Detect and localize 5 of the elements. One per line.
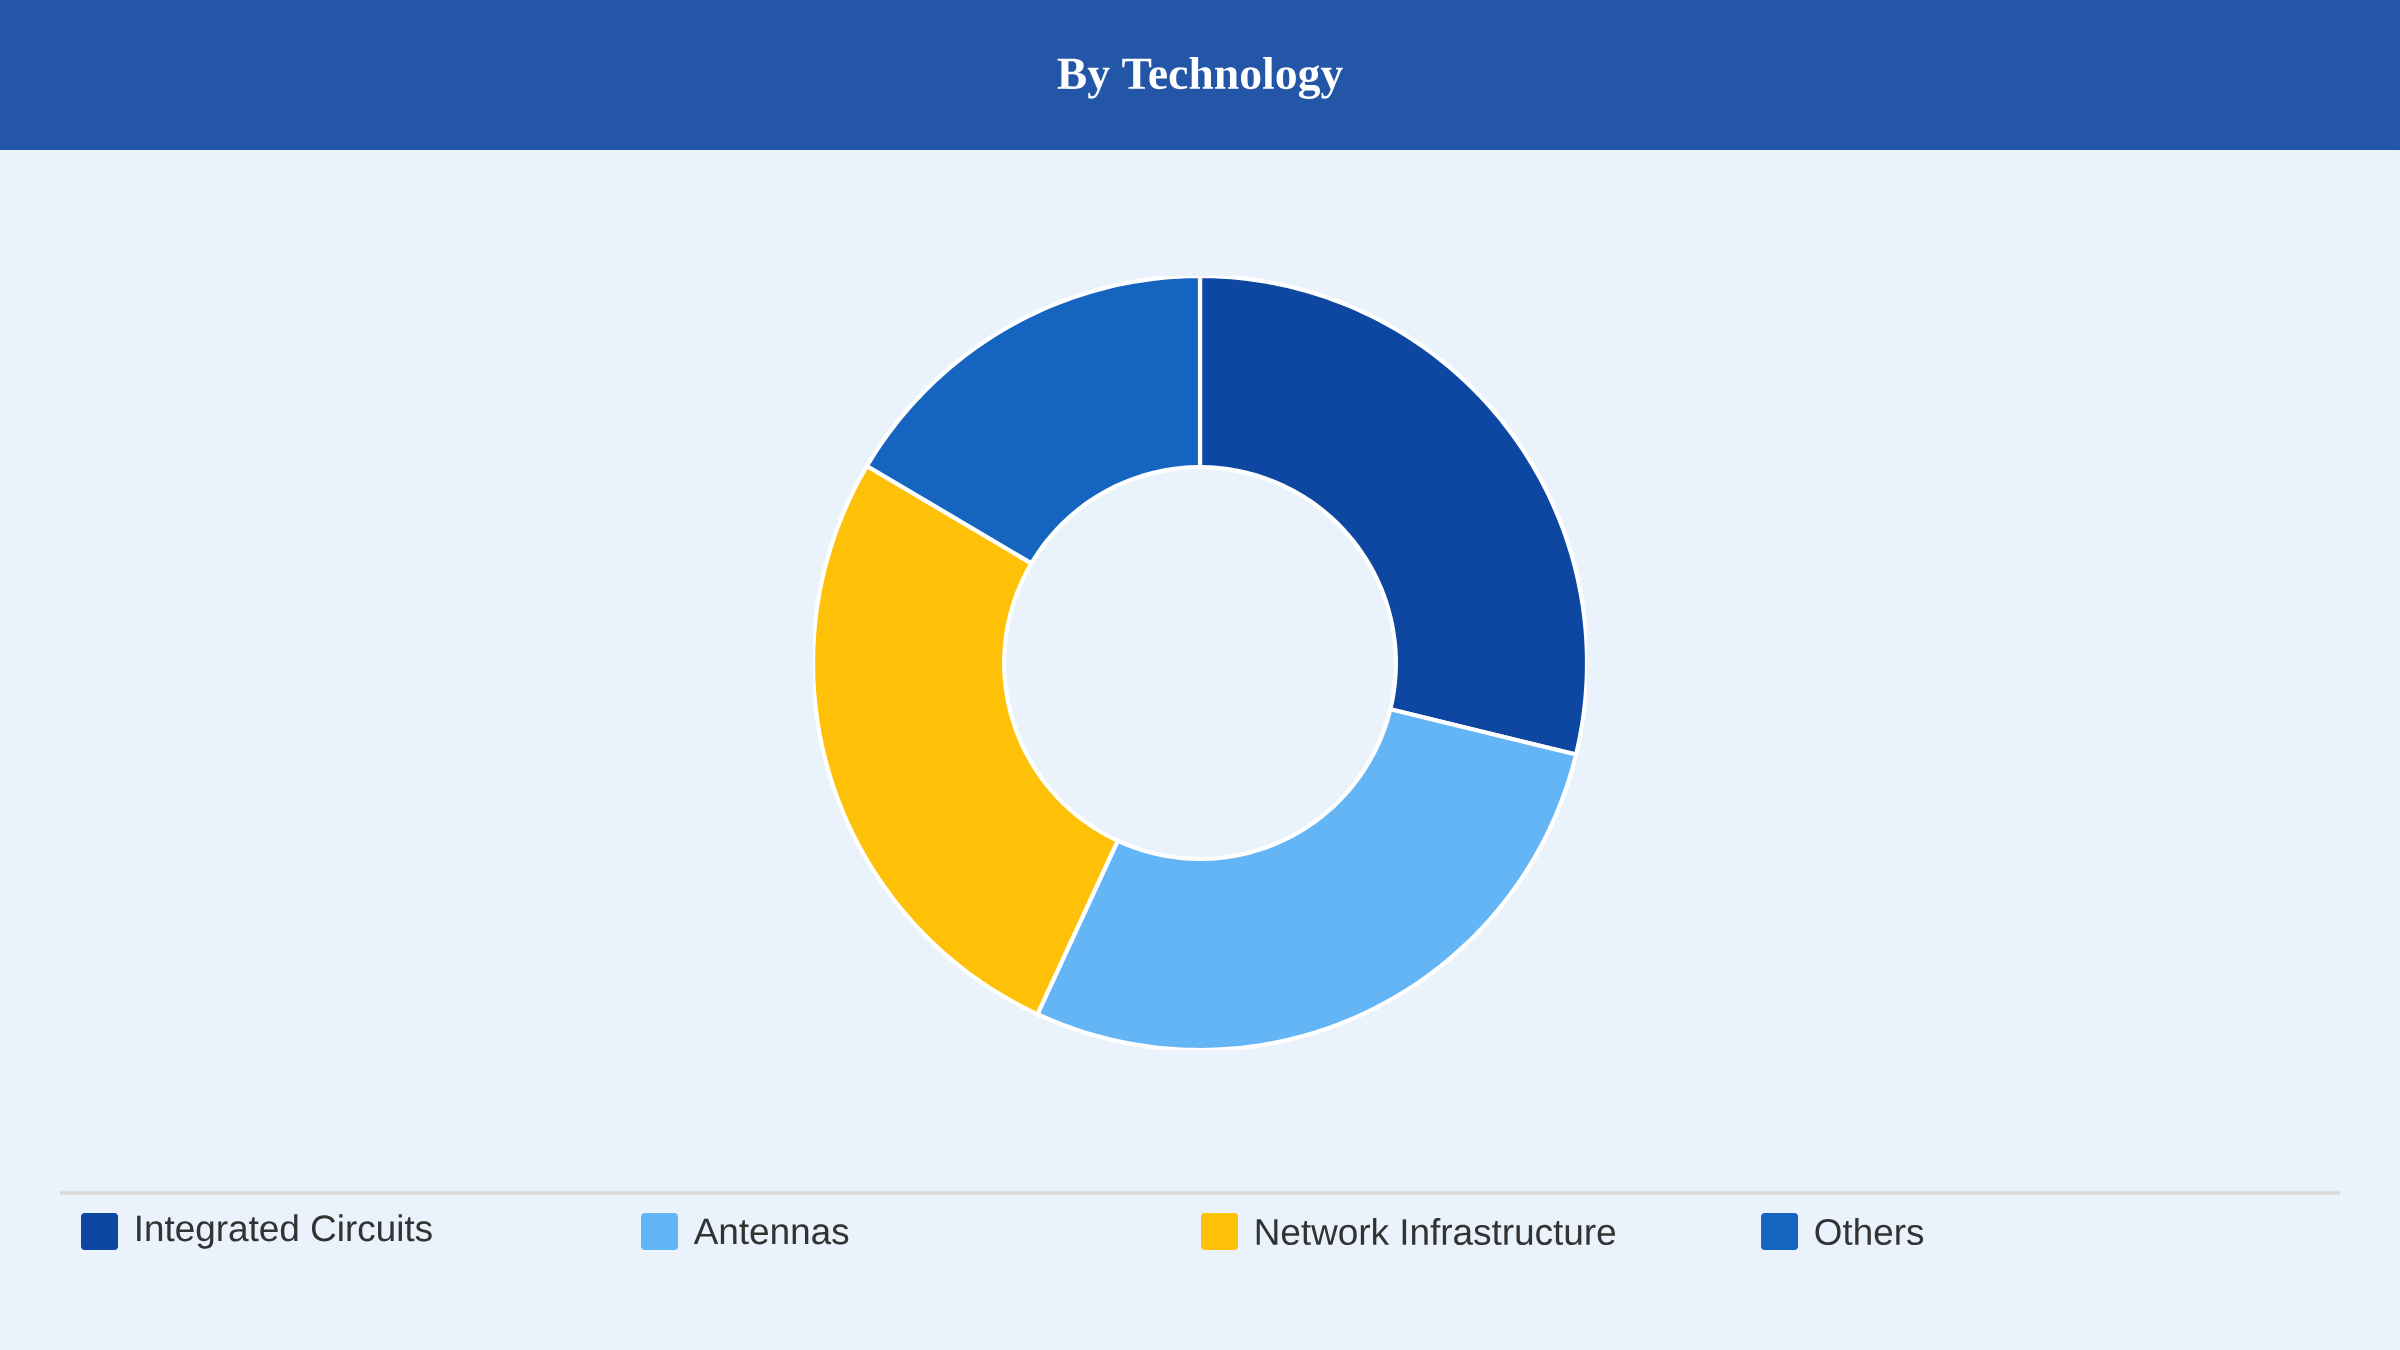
legend-label: Antennas: [693, 1218, 849, 1245]
legend-label: Integrated Circuits: [137, 1214, 432, 1249]
chart-title: By Technology: [1057, 57, 1343, 99]
legend-label: Network Infrastructure: [1256, 1217, 1616, 1246]
legend-label: Others: [1815, 1217, 1924, 1246]
